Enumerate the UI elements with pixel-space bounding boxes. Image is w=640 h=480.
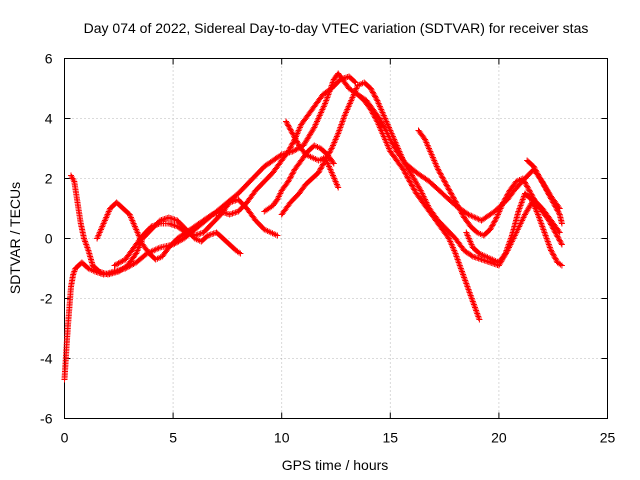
x-axis-label: GPS time / hours (282, 457, 389, 473)
series-track-11 (261, 142, 337, 215)
y-tick-label: -4 (40, 351, 53, 367)
series-track-10 (524, 157, 565, 227)
y-tick-label: 0 (45, 231, 53, 247)
point-markers (354, 91, 483, 323)
point-markers (524, 157, 565, 227)
x-tick-label: 20 (491, 430, 507, 446)
x-tick-label: 0 (61, 430, 69, 446)
data-points (61, 70, 565, 383)
point-markers (111, 196, 281, 269)
y-tick-label: 4 (45, 111, 53, 127)
point-markers (463, 190, 565, 269)
x-tick-label: 15 (383, 430, 399, 446)
series-track-7 (354, 91, 483, 323)
x-tick-label: 5 (169, 430, 177, 446)
axis-ticks (64, 58, 608, 419)
x-tick-label: 10 (274, 430, 290, 446)
series-track-8 (415, 127, 565, 248)
tick-labels: 0 5 10 15 20 25 -6 -4 -2 0 2 4 6 (40, 51, 615, 446)
chart-title: Day 074 of 2022, Sidereal Day-to-day VTE… (84, 20, 589, 36)
x-tick-label: 25 (600, 430, 616, 446)
y-tick-label: 2 (45, 171, 53, 187)
grid-lines (64, 58, 608, 419)
y-tick-label: 6 (45, 51, 53, 67)
point-markers (261, 142, 337, 215)
y-tick-label: -2 (40, 291, 53, 307)
series-track-9 (463, 190, 565, 269)
plot-frame (64, 58, 608, 419)
point-markers (415, 127, 565, 248)
series-track-4 (111, 196, 281, 269)
y-axis-label: SDTVAR / TECUs (7, 182, 23, 294)
y-tick-label: -6 (40, 411, 53, 427)
